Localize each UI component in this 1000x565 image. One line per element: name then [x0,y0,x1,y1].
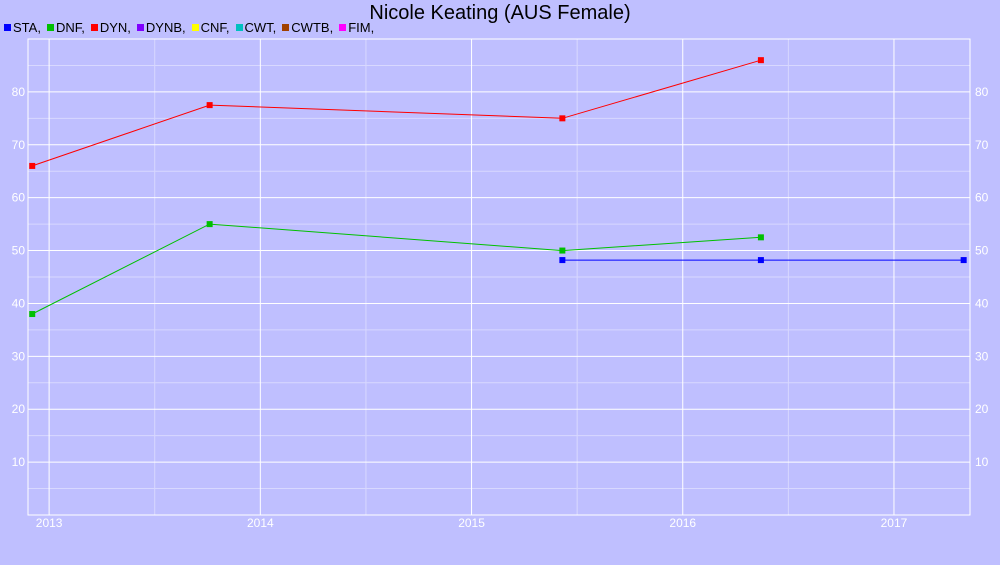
y-tick-label-right: 70 [975,138,989,152]
legend-swatch [4,24,11,31]
y-tick-label-right: 40 [975,296,989,310]
data-point-dnf [206,221,213,228]
legend-label: STA, [13,20,41,35]
legend-swatch [339,24,347,31]
legend-label: CWTB, [291,20,334,35]
y-tick-label-left: 20 [12,402,26,416]
x-tick-label: 2017 [881,516,908,530]
legend-item: CWTB, [282,21,333,35]
y-tick-label-left: 10 [12,455,26,469]
data-point-sta [757,257,764,264]
y-tick-label-left: 80 [12,85,26,99]
x-tick-label: 2013 [36,516,63,530]
y-tick-label-right: 50 [975,244,989,258]
y-tick-label-left: 70 [12,138,26,152]
y-tick-label-left: 30 [12,349,26,363]
legend-item: FIM, [339,21,374,35]
data-point-dyn [559,115,566,122]
y-tick-label-left: 50 [12,244,26,258]
legend: STA, DNF, DYN, DYNB, CNF, CWT, CWTB, FIM, [4,21,380,35]
legend-label: DYNB, [145,20,186,35]
legend-label: DYN, [99,20,131,35]
y-tick-label-right: 10 [975,455,989,469]
y-tick-label-right: 30 [975,349,989,363]
y-tick-label-left: 60 [12,191,26,205]
x-tick-label: 2015 [458,516,485,530]
legend-item: CNF, [191,20,230,35]
chart-title: Nicole Keating (AUS Female) [369,2,631,24]
legend-label: DNF, [55,20,85,35]
data-point-sta [960,257,967,264]
y-tick-label-left: 40 [12,296,26,310]
legend-item: DYN, [90,20,131,35]
legend-swatch [46,24,54,31]
legend-label: CWT, [244,20,277,35]
legend-item: DYNB, [136,20,186,35]
series-line-dnf [31,223,761,315]
legend-swatch [282,24,290,31]
y-tick-label-right: 60 [975,191,989,205]
legend-label: CNF, [200,20,230,35]
plot-frame [27,38,971,516]
legend-swatch [235,24,243,31]
y-tick-label-right: 20 [975,402,989,416]
x-tick-label: 2016 [669,516,696,530]
legend-item: STA, [4,21,41,35]
data-point-dyn [29,162,36,169]
data-point-dyn [757,57,764,64]
x-tick-label: 2014 [247,516,274,530]
legend-swatch [136,24,144,31]
legend-item: DNF, [46,20,85,35]
series-line-dyn [32,59,762,167]
y-tick-label-right: 80 [975,85,989,99]
legend-swatch [191,24,199,31]
data-point-dnf [559,247,566,254]
legend-swatch [90,24,98,31]
data-point-dyn [206,102,213,109]
data-point-dnf [29,311,36,318]
legend-label: FIM, [348,20,375,35]
data-point-dnf [757,234,764,241]
legend-item: CWT, [235,20,277,35]
data-point-sta [559,257,566,264]
